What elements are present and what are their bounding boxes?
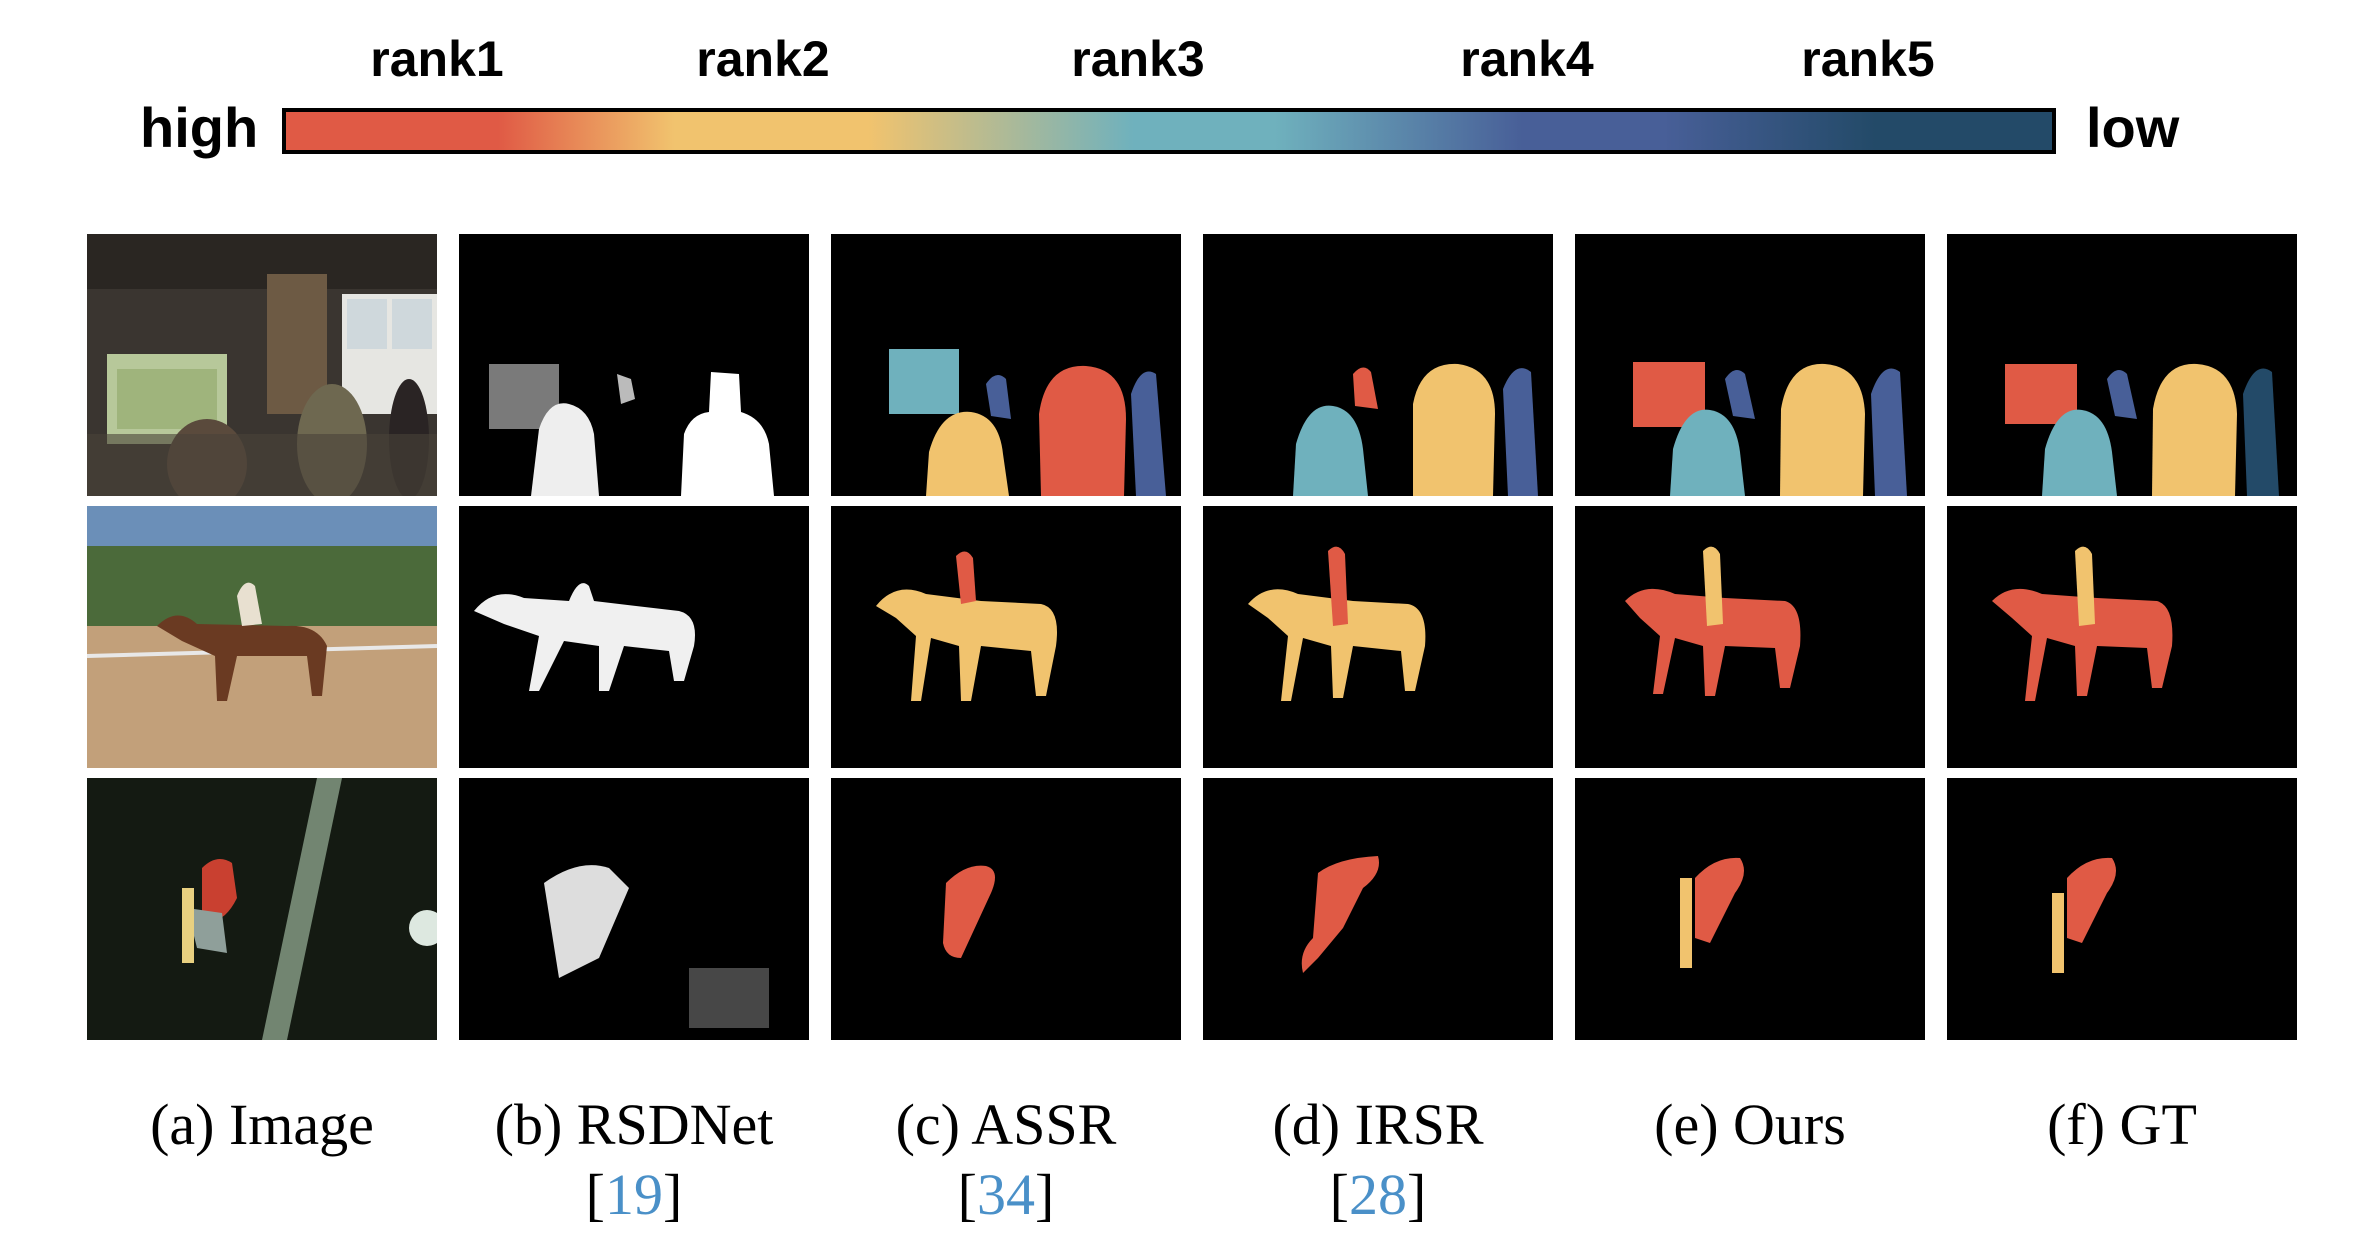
low-label: low	[2086, 96, 2180, 159]
caption-gt: (f) GT	[1932, 1090, 2312, 1160]
caption-ours: (e) Ours	[1560, 1090, 1940, 1160]
caption-ours-text: (e) Ours	[1654, 1092, 1846, 1157]
row1-rsdnet-map	[459, 234, 809, 496]
row1-image	[87, 234, 437, 496]
row3-rsdnet-map	[459, 778, 809, 1040]
citation-link-34[interactable]: 34	[977, 1162, 1035, 1227]
row1-ours-map	[1575, 234, 1925, 496]
caption-rsdnet-text: (b) RSDNet	[494, 1092, 774, 1157]
row2-gt-map	[1947, 506, 2297, 768]
row2-ours-map	[1575, 506, 1925, 768]
rank1-label: rank1	[370, 31, 504, 87]
row3-gt-map	[1947, 778, 2297, 1040]
row2-rsdnet-map	[459, 506, 809, 768]
row2-image	[87, 506, 437, 768]
row1-assr-map	[831, 234, 1181, 496]
citation-link-28[interactable]: 28	[1349, 1162, 1407, 1227]
row1-irsr-map	[1203, 234, 1553, 496]
citation-link-19[interactable]: 19	[605, 1162, 663, 1227]
rank-colorbar	[282, 108, 2056, 154]
rank2-label: rank2	[696, 31, 830, 87]
caption-irsr: (d) IRSR [28]	[1272, 1092, 1484, 1227]
row2-irsr-map	[1203, 506, 1553, 768]
row3-image	[87, 778, 437, 1040]
high-label: high	[140, 96, 259, 159]
caption-assr: (c) ASSR [34]	[895, 1092, 1117, 1227]
caption-irsr-text: (d) IRSR	[1272, 1092, 1484, 1157]
row1-gt-map	[1947, 234, 2297, 496]
row2-assr-map	[831, 506, 1181, 768]
row3-irsr-map	[1203, 778, 1553, 1040]
caption-rsdnet: (b) RSDNet [19]	[494, 1092, 774, 1227]
caption-assr-text: (c) ASSR	[895, 1092, 1117, 1157]
caption-image-text: (a) Image	[150, 1092, 374, 1157]
rank3-label: rank3	[1071, 31, 1205, 87]
rank5-label: rank5	[1801, 31, 1935, 87]
caption-image: (a) Image	[72, 1090, 452, 1160]
caption-gt-text: (f) GT	[2047, 1092, 2197, 1157]
rank4-label: rank4	[1460, 31, 1594, 87]
row3-ours-map	[1575, 778, 1925, 1040]
row3-assr-map	[831, 778, 1181, 1040]
